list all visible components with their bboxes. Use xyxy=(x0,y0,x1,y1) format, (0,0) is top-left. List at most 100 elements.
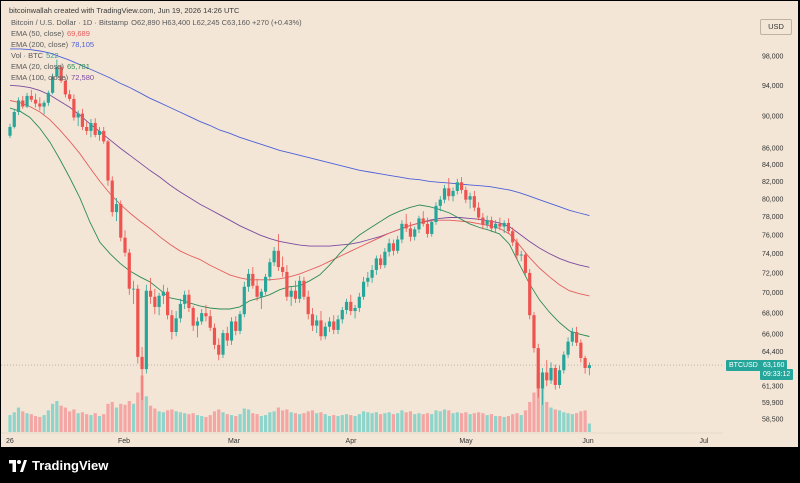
price-axis-label: 76,000 xyxy=(762,232,784,239)
volume-bar xyxy=(477,412,481,432)
price-axis-label: 94,000 xyxy=(762,83,784,90)
volume-bar xyxy=(344,414,349,432)
legend-ema200[interactable]: EMA (200, close) 78,105 xyxy=(11,40,94,49)
price-axis-label: 80,000 xyxy=(762,196,784,203)
candle-body xyxy=(276,250,280,268)
price-axis-label: 61,300 xyxy=(762,384,784,391)
candle-body xyxy=(583,357,587,368)
volume-bar xyxy=(119,403,123,432)
volume-bar xyxy=(562,412,566,432)
volume-bar xyxy=(208,415,212,432)
chart-canvas[interactable]: 58,50059,90061,30062,80064,40066,00068,0… xyxy=(1,1,798,447)
candle-body xyxy=(281,267,285,272)
legend-symbol[interactable]: Bitcoin / U.S. Dollar · 1D · Bitstamp O62… xyxy=(11,18,302,27)
candle-body xyxy=(545,372,549,381)
volume-bar xyxy=(63,407,67,432)
volume-bar xyxy=(523,410,528,432)
volume-bar xyxy=(451,413,455,432)
tradingview-logo-icon xyxy=(9,459,27,472)
axis-layer: 58,50059,90061,30062,80064,40066,00068,0… xyxy=(1,54,784,445)
legend-volume[interactable]: Vol · BTC 522 xyxy=(11,51,59,60)
candle-body xyxy=(442,188,447,200)
volume-bar xyxy=(306,411,310,432)
candle-body xyxy=(404,223,408,229)
candle-body xyxy=(455,182,459,191)
candle-body xyxy=(110,180,114,213)
volume-bar xyxy=(195,415,200,432)
candle-body xyxy=(506,222,511,232)
legend-symbol-label: Bitcoin / U.S. Dollar · 1D · Bitstamp xyxy=(11,18,129,27)
volume-bar xyxy=(528,401,532,432)
candle-body xyxy=(383,251,387,266)
tradingview-brand: TradingView xyxy=(32,458,109,473)
candle-body xyxy=(131,288,136,290)
volume-bar xyxy=(468,414,472,432)
volume-bar xyxy=(161,412,165,432)
volume-bar xyxy=(370,413,374,432)
legend-ema100[interactable]: EMA (100, close) 72,580 xyxy=(11,73,94,82)
footer-bar xyxy=(0,448,800,483)
volume-bar xyxy=(511,414,515,432)
legend-ema50[interactable]: EMA (50, close) 69,689 xyxy=(11,29,90,38)
volume-bar xyxy=(545,401,549,432)
candle-body xyxy=(264,276,268,292)
legend-ema200-value: 78,105 xyxy=(71,40,95,49)
candle-body xyxy=(72,98,76,118)
volume-bar xyxy=(200,416,204,432)
candle-body xyxy=(242,286,246,315)
volume-bar xyxy=(532,392,536,432)
volume-bar xyxy=(217,409,221,432)
volume-bar xyxy=(264,415,268,432)
candle-body xyxy=(523,254,528,273)
volume-bar xyxy=(502,416,506,432)
candle-body xyxy=(174,318,178,333)
candle-body xyxy=(225,333,229,341)
volume-bar xyxy=(383,413,387,432)
candle-body xyxy=(25,95,29,107)
candle-body xyxy=(587,365,591,369)
candle-body xyxy=(289,290,293,297)
candle-body xyxy=(217,344,221,355)
volume-bar xyxy=(310,410,315,432)
volume-bar xyxy=(536,373,540,432)
candle-body xyxy=(89,122,93,131)
candle-body xyxy=(459,182,464,191)
price-axis-label: 70,000 xyxy=(762,290,784,297)
candle-body xyxy=(396,239,400,251)
volume-bar xyxy=(421,414,425,432)
candle-body xyxy=(464,190,468,200)
currency-button[interactable]: USD xyxy=(760,19,792,35)
candle-body xyxy=(114,204,119,213)
volume-bar xyxy=(29,414,33,432)
volume-bar xyxy=(93,413,97,432)
legend-ema20[interactable]: EMA (20, close) 65,781 xyxy=(11,62,90,71)
volume-bar xyxy=(21,411,25,432)
candle-body xyxy=(557,370,562,385)
candle-body xyxy=(306,296,310,315)
tradingview-logo[interactable]: TradingView xyxy=(9,458,108,473)
volume-bar xyxy=(234,416,238,432)
volume-bar xyxy=(566,413,570,432)
candle-body xyxy=(349,301,353,312)
candle-body xyxy=(302,280,306,297)
candle-body xyxy=(532,315,536,349)
volume-bar xyxy=(221,412,225,432)
volume-bar xyxy=(285,409,289,432)
candle-body xyxy=(153,296,157,307)
volume-bar xyxy=(174,411,178,432)
candle-body xyxy=(336,319,340,330)
volume-bar xyxy=(242,408,246,432)
candle-body xyxy=(68,94,72,99)
chart-pane[interactable]: 58,50059,90061,30062,80064,40066,00068,0… xyxy=(1,1,798,447)
candle-body xyxy=(494,223,498,229)
volume-bar xyxy=(102,414,106,432)
volume-bar xyxy=(366,412,370,432)
volume-bar xyxy=(583,410,587,432)
time-axis-label: Mar xyxy=(228,438,241,445)
candle-body xyxy=(51,76,55,93)
volume-bar xyxy=(332,415,336,432)
volume-bar xyxy=(494,416,498,432)
volume-bar xyxy=(327,416,332,432)
candle-body xyxy=(246,273,251,287)
candle-body xyxy=(293,290,298,299)
